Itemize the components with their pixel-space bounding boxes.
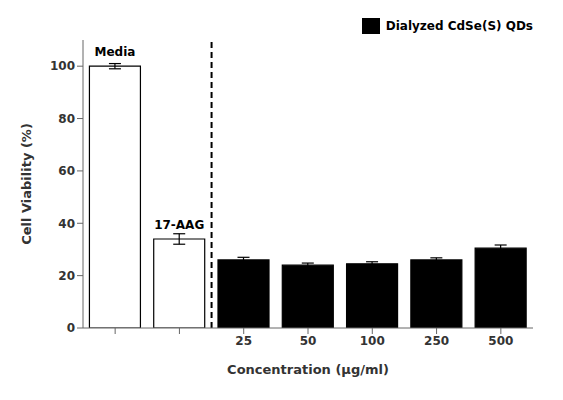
svg-text:80: 80	[58, 112, 75, 126]
svg-text:Cell Viability (%): Cell Viability (%)	[19, 123, 34, 245]
svg-text:100: 100	[50, 59, 75, 73]
svg-text:25: 25	[235, 334, 252, 348]
svg-text:Concentration (μg/ml): Concentration (μg/ml)	[227, 362, 389, 377]
svg-text:50: 50	[300, 334, 317, 348]
html-text:Dialyzed CdSe(S) QDs: Dialyzed CdSe(S) QDs	[385, 19, 533, 33]
svg-text:40: 40	[58, 217, 75, 231]
svg-text:250: 250	[424, 334, 449, 348]
svg-text:0: 0	[67, 321, 75, 335]
svg-text:60: 60	[58, 164, 75, 178]
svg-text:20: 20	[58, 269, 75, 283]
svg-text:17-AAG: 17-AAG	[154, 218, 204, 232]
svg-text:100: 100	[360, 334, 385, 348]
svg-text:Media: Media	[94, 45, 135, 59]
svg-text:500: 500	[488, 334, 513, 348]
